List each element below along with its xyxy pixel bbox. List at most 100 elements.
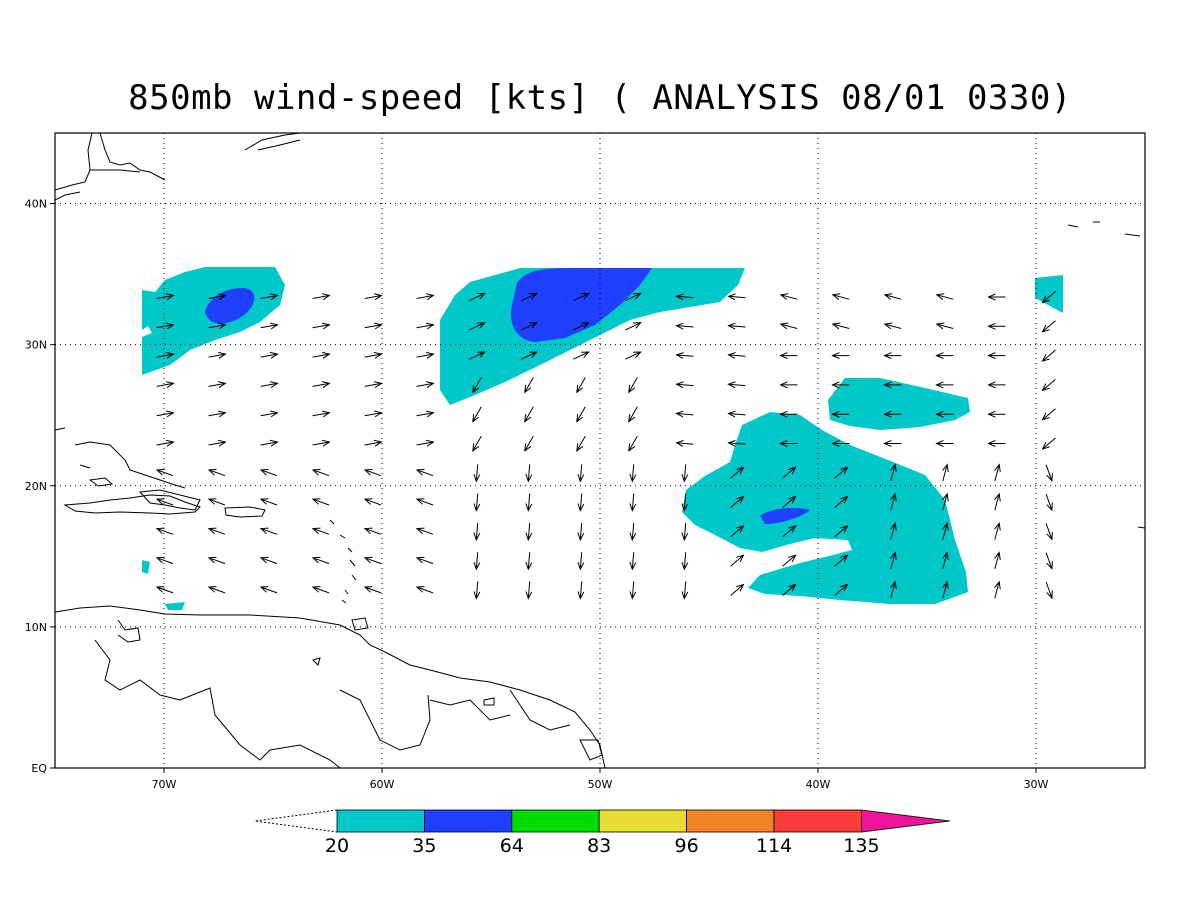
wind-vector-32: [885, 324, 902, 328]
wind-vector-7: [521, 293, 536, 302]
wind-vector-146: [261, 529, 278, 535]
coast-small-island: [483, 697, 495, 706]
wind-vector-82: [677, 414, 694, 415]
wind-vector-101: [729, 443, 746, 444]
wind-vector-127: [209, 499, 226, 506]
wind-vector-12: [781, 295, 798, 299]
wind-vector-28: [677, 326, 694, 327]
tick-label-60W: 60W: [370, 778, 395, 791]
wind-vector-47: [729, 355, 746, 356]
wind-vector-19: [208, 325, 226, 328]
wind-vector-65: [729, 384, 746, 385]
wind-vector-22: [364, 325, 382, 328]
coast-hispaniola: [63, 494, 201, 515]
wind-vector-157: [834, 526, 848, 538]
wind-vector-37: [208, 354, 226, 357]
tick-label-40W: 40W: [806, 778, 831, 791]
wind-vector-183: [313, 587, 330, 594]
wind-vector-5: [416, 296, 434, 299]
wind-vector-173: [730, 555, 744, 567]
wind-vector-169: [528, 552, 529, 569]
wind-vector-93: [312, 442, 330, 445]
wind-vector-165: [313, 558, 330, 565]
wind-vector-20: [260, 325, 278, 328]
colorbar-segment-64: [511, 809, 600, 833]
wind-vector-161: [1045, 523, 1052, 539]
wind-vector-94: [364, 442, 382, 445]
wind-vector-110: [261, 470, 278, 477]
wind-vector-111: [313, 470, 330, 477]
wind-vector-163: [209, 558, 226, 565]
wind-region-central-core: [510, 268, 652, 342]
wind-vector-96: [473, 435, 482, 451]
wind-vector-46: [677, 355, 694, 356]
colorbar-segment-20: [336, 809, 425, 833]
wind-vector-158: [891, 523, 895, 540]
wind-vector-154: [684, 522, 685, 540]
wind-vector-153: [632, 522, 633, 540]
wind-vector-39: [312, 354, 330, 357]
wind-vector-124: [995, 465, 999, 482]
wind-vector-186: [476, 581, 477, 599]
wind-vector-63: [629, 377, 638, 393]
wind-vector-140: [891, 494, 895, 511]
wind-region-southeast: [682, 412, 968, 604]
wind-vector-116: [580, 464, 581, 481]
wind-vector-147: [313, 529, 330, 535]
wind-vector-118: [684, 464, 685, 481]
coast-trinidad: [351, 617, 369, 631]
wind-vector-72: [156, 413, 174, 416]
wind-vector-62: [577, 377, 586, 393]
wind-vector-162: [157, 558, 174, 565]
wind-vector-95: [416, 442, 434, 445]
wind-vector-41: [416, 354, 434, 357]
wind-region-far-east: [1035, 275, 1063, 313]
wind-vector-74: [260, 413, 278, 416]
colorbar-segment-83: [598, 809, 688, 833]
border-french-guiana: [509, 689, 571, 731]
wind-vector-184: [365, 587, 382, 594]
coast-africa-edge: [1137, 526, 1145, 529]
wind-vector-194: [891, 582, 895, 599]
wind-vector-0: [156, 296, 174, 299]
colorbar-label-35: 35: [412, 835, 436, 857]
wind-vector-11: [729, 296, 746, 297]
wind-vector-143: [1045, 493, 1052, 510]
wind-vector-178: [995, 553, 999, 570]
colorbar-segment-96: [686, 809, 775, 833]
wind-vector-58: [364, 383, 382, 386]
wind-vector-71: [1043, 379, 1056, 390]
wind-vector-126: [157, 499, 174, 506]
wind-vector-13: [833, 295, 850, 299]
wind-vector-81: [629, 406, 638, 422]
wind-vector-190: [684, 581, 685, 599]
wind-vector-122: [891, 465, 895, 482]
wind-vector-14: [885, 295, 902, 299]
colorbar-label-96: 96: [675, 835, 699, 857]
wind-vector-109: [209, 470, 226, 477]
wind-vector-31: [833, 324, 850, 328]
colorbar-upper-arrow: [861, 809, 951, 833]
colorbar-label-20: 20: [325, 835, 349, 857]
wind-vector-8: [573, 293, 588, 302]
wind-vector-26: [573, 323, 588, 331]
wind-vector-139: [834, 497, 848, 508]
wind-vector-25: [521, 323, 536, 331]
wind-vector-168: [476, 552, 477, 569]
coast-south-america: [55, 605, 606, 768]
wind-vector-160: [995, 523, 999, 540]
wind-vector-54: [156, 383, 174, 386]
wind-vector-187: [528, 581, 529, 599]
colorbar-label-135: 135: [843, 835, 879, 857]
wind-vector-75: [312, 413, 330, 416]
wind-vectors: [156, 291, 1056, 599]
wind-vector-128: [261, 499, 278, 506]
wind-vector-108: [157, 470, 174, 477]
wind-vector-44: [573, 352, 588, 360]
wind-vector-166: [365, 558, 382, 565]
wind-vector-30: [781, 324, 798, 328]
wind-vector-191: [730, 585, 744, 596]
tick-label-70W: 70W: [152, 778, 177, 791]
wind-vector-123: [943, 465, 947, 482]
